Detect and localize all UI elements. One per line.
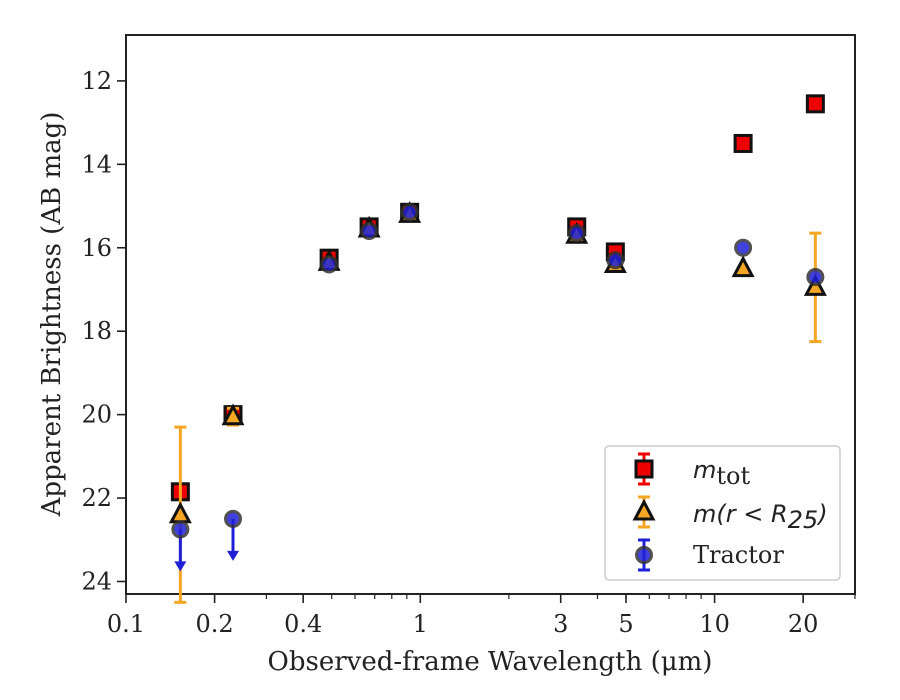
x-tick-label: 0.4 [284, 610, 322, 638]
tractor-point [171, 520, 190, 539]
mtot-point [733, 133, 753, 153]
legend: mtot m(r < R25) Tractor [604, 445, 841, 581]
y-tick-label: 20 [81, 401, 112, 429]
x-axis-label: Observed-frame Wavelength (μm) [268, 647, 713, 677]
x-tick-label: 5 [618, 610, 633, 638]
y-axis-label: Apparent Brightness (AB mag) [37, 112, 67, 518]
legend-marker-m-r25 [632, 498, 656, 521]
x-tick-label: 3 [553, 610, 568, 638]
tractor-point [734, 238, 753, 257]
m-r25-point [731, 255, 755, 278]
plot-frame [125, 34, 856, 595]
m-r25-point [221, 403, 245, 426]
y-tick-label: 24 [81, 567, 112, 595]
legend-label-mtot: mtot [693, 456, 750, 490]
x-tick-label: 10 [699, 610, 730, 638]
x-tick-label: 0.2 [196, 610, 234, 638]
legend-label-m-r25: m(r < R25) [693, 500, 828, 534]
tractor-point [567, 224, 586, 243]
legend-marker-mtot [634, 459, 654, 479]
tractor-point [606, 251, 625, 270]
data-marks [168, 94, 827, 604]
m-r25-point [168, 501, 192, 524]
tractor-point [400, 203, 419, 222]
y-tick-label: 12 [81, 67, 112, 95]
mtot-point [805, 94, 825, 114]
tractor-point [320, 255, 339, 274]
x-tick-label: 0.1 [107, 610, 145, 638]
tractor-point [360, 222, 379, 241]
axis-ticks: 0.1 0.2 0.4 1 3 5 10 20 12 14 16 18 20 22 24 [81, 67, 856, 638]
y-tick-label: 14 [81, 150, 112, 178]
tractor-upper-limit-arrow [227, 550, 240, 561]
y-tick-label: 22 [81, 484, 112, 512]
tractor-upper-limit-arrow [174, 561, 187, 572]
y-tick-label: 18 [81, 317, 112, 345]
x-tick-label: 20 [788, 610, 819, 638]
legend-marker-tractor [635, 546, 653, 564]
legend-markers [632, 452, 656, 572]
tractor-point [224, 509, 243, 528]
x-tick-label: 1 [413, 610, 428, 638]
legend-label-tractor: Tractor [693, 541, 784, 569]
legend-box [604, 445, 841, 581]
y-tick-label: 16 [81, 234, 112, 262]
tractor-point [806, 267, 825, 286]
